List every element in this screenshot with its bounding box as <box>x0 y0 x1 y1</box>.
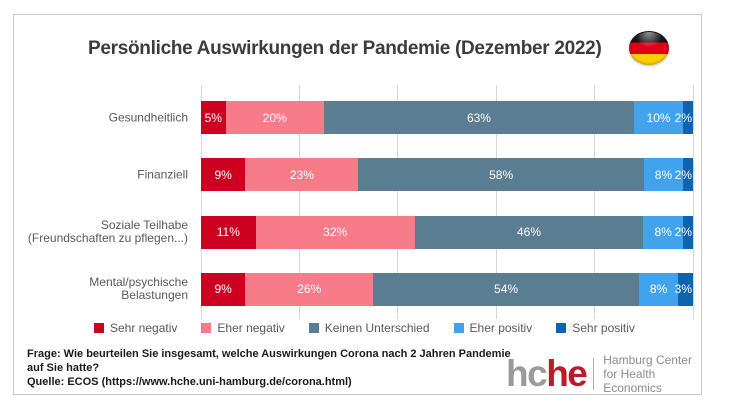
gridline-20 <box>298 85 300 319</box>
bar-value-label: 2% <box>674 110 692 125</box>
bar-value-label: 58% <box>489 167 514 182</box>
german-flag-icon <box>629 31 669 65</box>
category-label-line: (Freundschaften zu pflegen...) <box>27 231 188 246</box>
bar-segment: 20% <box>225 101 324 134</box>
bar-segment: 54% <box>373 272 639 306</box>
legend-swatch <box>94 323 104 333</box>
bar-segment: 58% <box>358 158 644 192</box>
gridline-0 <box>200 85 202 319</box>
legend-item: Eher negativ <box>201 321 285 335</box>
legend-swatch <box>556 323 567 333</box>
bar-value-label: 5% <box>204 110 222 125</box>
gridline-100 <box>692 85 694 319</box>
bar-segment: 2% <box>675 158 693 192</box>
bar-value-label: 23% <box>289 167 314 182</box>
bar-segment: 2% <box>675 101 693 134</box>
gridline-80 <box>594 85 596 319</box>
footnote-frage-line1: Frage: Wie beurteilen Sie insgesamt, wel… <box>27 348 511 360</box>
legend-item: Eher positiv <box>453 321 533 335</box>
bar-value-label: 20% <box>262 110 287 125</box>
legend-item: Sehr positiv <box>556 321 635 335</box>
footnote-quelle: Quelle: ECOS (https://www.hche.uni-hambu… <box>27 376 352 388</box>
category-label: Finanziell <box>14 168 188 181</box>
legend-label: Eher negativ <box>217 321 285 335</box>
bar-segment: 9% <box>201 158 246 192</box>
bar-value-label: 11% <box>216 225 240 240</box>
bar-track: 5% 20% 63% 10% 2% <box>201 101 693 134</box>
legend-item: Keinen Unterschied <box>308 321 430 335</box>
category-label-line: Gesundheitlich <box>108 110 188 124</box>
bar-segment: 63% <box>324 101 634 134</box>
category-label: Soziale Teilhabe (Freundschaften zu pfleg… <box>14 219 188 245</box>
bar-value-label: 9% <box>214 167 232 182</box>
hche-logo: hche Hamburg Center for Health Economics <box>506 353 701 395</box>
bar-track: 11% 32% 46% 8% 2% <box>201 215 693 249</box>
category-label-line: Finanziell <box>137 167 188 182</box>
legend-swatch <box>308 323 319 333</box>
bar-segment: 32% <box>255 215 415 249</box>
category-label-line: Belastungen <box>121 288 188 303</box>
chart-row-2: Finanziell 9% 23% 58% 8% 2% <box>14 158 701 192</box>
logo-tagline-line1: Hamburg Center <box>603 353 692 367</box>
chart-row-4: Mental/psychische Belastungen 9% 26% 54% 8% 3% <box>14 272 701 306</box>
bar-value-label: 46% <box>516 225 542 240</box>
logo-tagline: Hamburg Center for Health Economics <box>603 353 701 395</box>
bar-value-label: 8% <box>649 282 668 297</box>
hche-wordmark: hche <box>506 355 588 392</box>
bar-segment: 9% <box>201 272 246 306</box>
chart-row-3: Soziale Teilhabe (Freundschaften zu pfleg… <box>14 215 701 249</box>
logo-divider <box>593 358 595 390</box>
gridline-40 <box>397 85 399 319</box>
bar-segment: 11% <box>201 215 256 249</box>
legend-label: Sehr negativ <box>110 321 178 335</box>
footnote-frage-line2: auf Sie hatte? <box>27 362 100 374</box>
chart-row-1: Gesundheitlich 5% 20% 63% 10% 2% <box>14 101 701 134</box>
bar-segment: 10% <box>633 101 684 134</box>
category-label: Mental/psychische Belastungen <box>14 276 188 302</box>
category-label-line: Soziale Teilhabe <box>100 218 188 233</box>
bar-value-label: 8% <box>654 167 673 182</box>
bar-value-label: 54% <box>494 282 519 297</box>
bar-track: 9% 26% 54% 8% 3% <box>201 272 694 306</box>
legend-label: Sehr positiv <box>572 321 635 335</box>
bar-segment: 8% <box>643 158 684 192</box>
bar-value-label: 63% <box>466 110 491 125</box>
bar-segment: 3% <box>674 272 694 306</box>
bar-track: 9% 23% 58% 8% 2% <box>201 158 693 192</box>
chart-legend: Sehr negativ Eher negativ Keinen Unterschi… <box>94 321 635 335</box>
hche-wordmark-gray: hc <box>506 353 548 394</box>
bar-value-label: 9% <box>214 282 232 297</box>
bar-segment: 26% <box>245 272 374 306</box>
category-label: Gesundheitlich <box>14 111 188 124</box>
bar-segment: 23% <box>245 158 359 192</box>
bar-value-label: 3% <box>674 282 693 297</box>
chart-card: Persönliche Auswirkungen der Pandemie (D… <box>13 14 702 395</box>
bar-value-label: 10% <box>646 110 671 125</box>
legend-label: Keinen Unterschied <box>324 321 430 335</box>
legend-label: Eher positiv <box>469 321 533 335</box>
hche-wordmark-red: he <box>546 353 588 394</box>
bar-segment: 5% <box>201 101 226 134</box>
gridline-60 <box>495 85 497 319</box>
bar-segment: 8% <box>643 215 684 249</box>
bar-segment: 2% <box>675 215 693 249</box>
legend-swatch <box>201 323 212 333</box>
logo-tagline-line2: for Health Economics <box>603 367 662 395</box>
bar-segment: 46% <box>414 215 644 249</box>
legend-swatch <box>453 323 464 333</box>
footnote: Frage: Wie beurteilen Sie insgesamt, wel… <box>27 347 511 389</box>
bar-value-label: 32% <box>323 225 348 240</box>
bar-value-label: 8% <box>654 225 672 240</box>
bar-segment: 8% <box>638 272 679 306</box>
bar-value-label: 2% <box>674 225 692 240</box>
bar-value-label: 26% <box>297 282 322 297</box>
category-label-line: Mental/psychische <box>89 275 188 290</box>
page-title: Persönliche Auswirkungen der Pandemie (D… <box>88 38 602 59</box>
legend-item: Sehr negativ <box>94 321 177 335</box>
chart-gridlines <box>200 85 694 319</box>
bar-value-label: 2% <box>674 167 692 182</box>
